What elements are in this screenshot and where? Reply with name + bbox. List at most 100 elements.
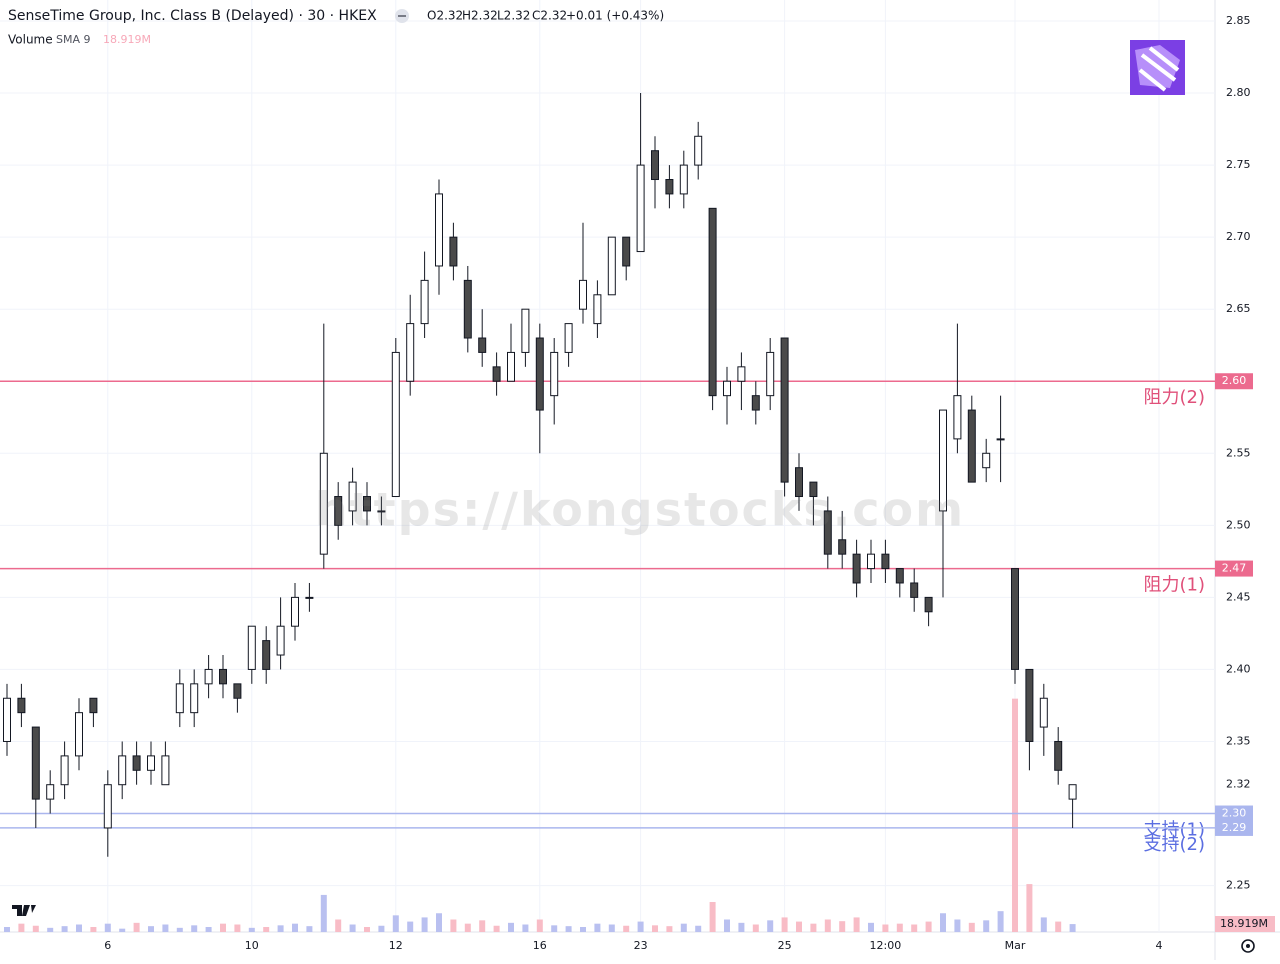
candle-body — [103, 784, 112, 829]
volume-bar — [479, 920, 486, 932]
candle-body — [175, 683, 184, 714]
volume-bar — [263, 927, 270, 932]
volume-bar — [767, 920, 774, 932]
volume-title: Volume — [8, 33, 53, 47]
candle-body — [694, 135, 703, 166]
volume-bar — [983, 920, 990, 932]
candle-body — [204, 668, 213, 685]
candle-body — [766, 351, 775, 397]
volume-bar — [148, 926, 154, 932]
price-tag-label: 2.60 — [1222, 374, 1247, 387]
x-tick-label: 12:00 — [870, 939, 902, 952]
volume-bar — [292, 923, 298, 932]
x-tick-label: 23 — [634, 939, 648, 952]
candle-body — [737, 366, 746, 382]
candle-body — [867, 553, 875, 570]
tradingview-logo — [12, 905, 36, 916]
volume-bar — [911, 924, 918, 932]
candle-body — [233, 683, 242, 699]
volume-bar — [896, 923, 903, 932]
candle-body — [31, 726, 40, 800]
candle-body — [780, 337, 789, 483]
x-tick-label: 25 — [778, 939, 792, 952]
volume-bar — [968, 922, 975, 932]
candle-body — [939, 409, 947, 512]
tv-logo-shape — [12, 905, 36, 916]
brand-logo — [1130, 40, 1185, 95]
volume-bar — [407, 921, 414, 932]
volume-bar — [464, 923, 471, 932]
candle-body — [305, 596, 314, 599]
candle-body — [521, 308, 530, 353]
ohlc-value: C2.32 — [532, 9, 567, 23]
volume-bar — [364, 927, 370, 932]
volume-bar — [119, 928, 126, 932]
candle-body — [3, 697, 11, 742]
candle-body — [319, 452, 328, 555]
y-tick-label: 2.50 — [1226, 518, 1251, 531]
volume-bar — [666, 926, 673, 932]
volume-bar — [882, 924, 889, 932]
y-tick-label: 2.55 — [1226, 446, 1251, 459]
x-tick-label: 12 — [389, 939, 403, 952]
candle-body — [132, 755, 141, 771]
candle-body — [449, 236, 458, 267]
y-tick-label: 2.75 — [1226, 158, 1251, 171]
candle-body — [46, 784, 55, 800]
candle-body — [838, 539, 847, 555]
candle-body — [247, 625, 256, 670]
volume-tag — [1215, 916, 1275, 932]
price-line-name: 阻力(1) — [1144, 575, 1206, 596]
candle-body — [507, 351, 515, 382]
volume-bar — [637, 921, 644, 932]
y-tick-label: 2.25 — [1226, 879, 1251, 892]
volume-bar — [104, 923, 111, 932]
candle-body — [377, 510, 386, 513]
ohlc-value: +0.01 (+0.43%) — [566, 9, 664, 23]
volume-bar — [522, 924, 529, 932]
volume-bar — [738, 922, 745, 932]
volume-bar — [61, 926, 68, 932]
price-tag — [1215, 373, 1253, 390]
volume-bar — [90, 927, 97, 932]
settings-icon[interactable] — [1241, 939, 1255, 953]
candle-body — [564, 323, 573, 353]
candle-body — [17, 697, 26, 714]
candle-body — [622, 236, 631, 267]
candle-body — [953, 395, 962, 440]
ohlc-value: O2.32 — [427, 9, 463, 23]
settings-gear-center — [1246, 944, 1250, 948]
volume-bar — [248, 927, 255, 932]
volume-bar — [335, 919, 342, 932]
chart-title: SenseTime Group, Inc. Class B (Delayed) … — [8, 8, 377, 24]
volume-bar — [925, 921, 932, 932]
candle-body — [147, 755, 155, 771]
candle-body — [910, 582, 919, 598]
y-tick-label: 2.40 — [1226, 662, 1251, 675]
volume-bar — [781, 917, 788, 932]
volume-bar — [824, 919, 831, 932]
volume-bar — [565, 926, 572, 932]
x-tick-label: 10 — [245, 939, 259, 952]
x-tick-label: 16 — [533, 939, 547, 952]
candle-body — [996, 438, 1005, 441]
price-tag — [1215, 560, 1253, 577]
volume-bar — [810, 923, 817, 932]
volume-bar — [320, 894, 327, 932]
toggle-icon-bar — [398, 15, 406, 17]
candle-body — [334, 496, 343, 526]
candle-body — [751, 395, 760, 411]
settings-gear[interactable] — [1241, 939, 1255, 953]
candle-body — [1039, 697, 1048, 728]
volume-bar — [594, 923, 601, 932]
volume-bar — [680, 923, 687, 932]
volume-bar — [205, 927, 212, 932]
candle-body — [60, 755, 69, 786]
candle-body — [651, 150, 659, 181]
volume-bar — [1055, 921, 1062, 932]
candle-body — [679, 164, 688, 195]
volume-bar — [868, 922, 874, 932]
price-line-name: 支持(1) — [1144, 820, 1206, 841]
